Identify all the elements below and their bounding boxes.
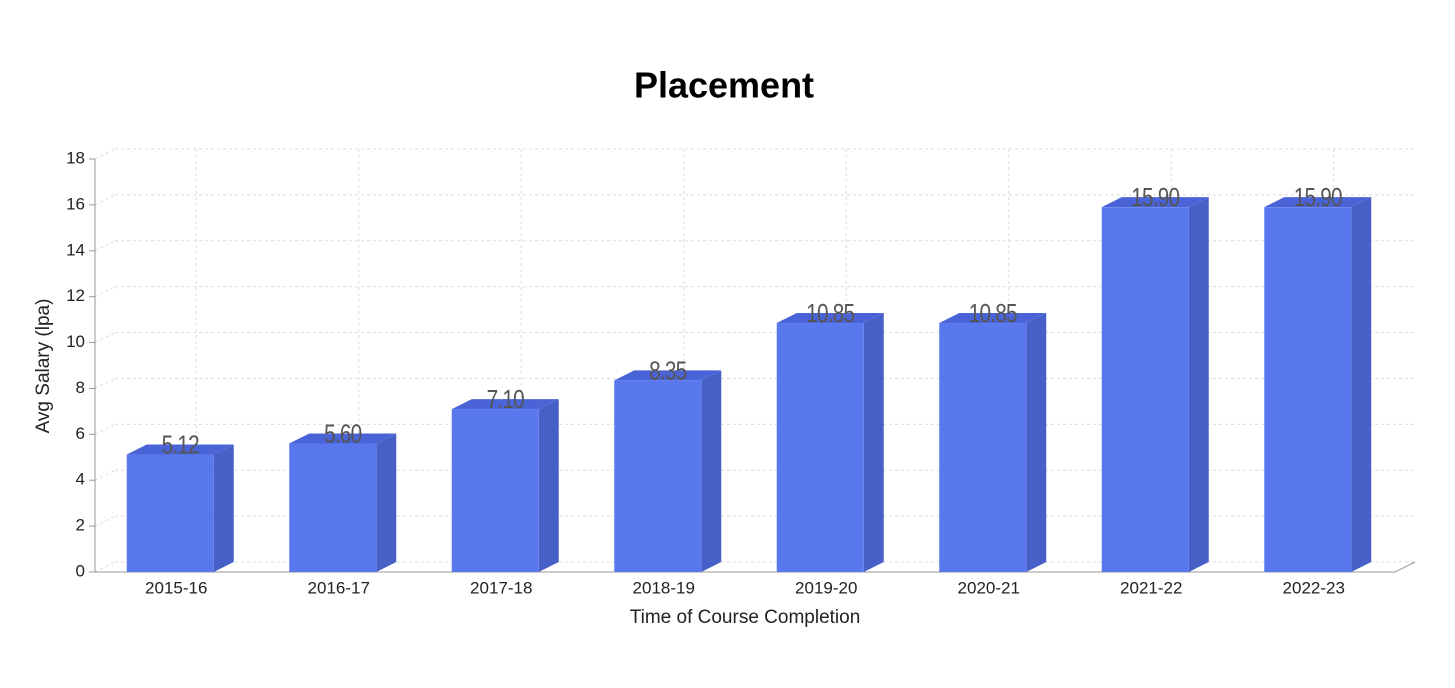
y-tick-label: 16 [66,194,85,213]
bar-top [451,399,559,410]
x-tick-label: 2022-23 [1283,578,1345,597]
y-tick-label: 4 [76,470,85,489]
y-tick-label: 8 [76,378,85,397]
grid-line-side [94,240,116,252]
y-tick-label: 6 [76,424,85,443]
value-label: 8.35 [649,356,687,385]
bar-top [614,370,722,381]
value-label: 10.85 [969,299,1018,328]
bar [776,323,864,572]
bar-side [863,313,884,572]
bar [289,443,377,572]
bar-top [939,313,1047,324]
value-label: 7.10 [487,385,525,414]
bar [614,380,702,572]
y-tick-label: 14 [66,240,85,259]
chart-title: Placement [634,65,814,106]
bar [1264,207,1352,572]
value-label: 10.85 [806,299,855,328]
grid-line-side [94,148,116,160]
x-tick-label: 2021-22 [1120,578,1182,597]
bar-top [1101,197,1209,208]
bar-side [1351,197,1372,572]
bar-top [1264,197,1372,208]
bar-side [1026,313,1047,572]
bar-top [776,313,884,324]
bar-side [1188,197,1209,572]
value-label: 5.60 [324,419,362,448]
x-tick-label: 2018-19 [633,578,695,597]
y-tick-label: 18 [66,148,85,167]
x-tick-label: 2015-16 [145,578,207,597]
x-tick-label: 2019-20 [795,578,857,597]
bar-side [538,399,559,572]
x-tick-label: 2017-18 [470,578,532,597]
bar-top [126,444,234,455]
grid-line-side [94,286,116,298]
bar-top [289,433,397,444]
x-axis-title: Time of Course Completion [630,607,861,628]
grid-line-side [94,423,116,435]
grid-line-side [94,194,116,206]
x-tick-label: 2016-17 [308,578,370,597]
y-tick-label: 0 [76,561,85,580]
x-tick-label: 2020-21 [958,578,1020,597]
bar [451,409,539,572]
value-label: 15.90 [1131,183,1180,212]
bar [1101,207,1189,572]
value-label: 5.12 [162,430,199,459]
bar-side [213,444,234,572]
grid-line-side [94,469,116,481]
bar-side [376,433,397,572]
bar [126,454,214,572]
y-tick-label: 2 [76,516,85,535]
grid-line-side [94,515,116,527]
y-tick-label: 12 [66,286,85,305]
bar [939,323,1027,572]
bar-side [701,370,722,572]
y-tick-label: 10 [66,332,85,351]
grid-line-side [94,377,116,389]
grid-line-side [94,561,116,573]
y-axis-title: Avg Salary (lpa) [33,299,54,434]
value-label: 15.90 [1294,183,1343,212]
grid-line-side [94,332,116,344]
